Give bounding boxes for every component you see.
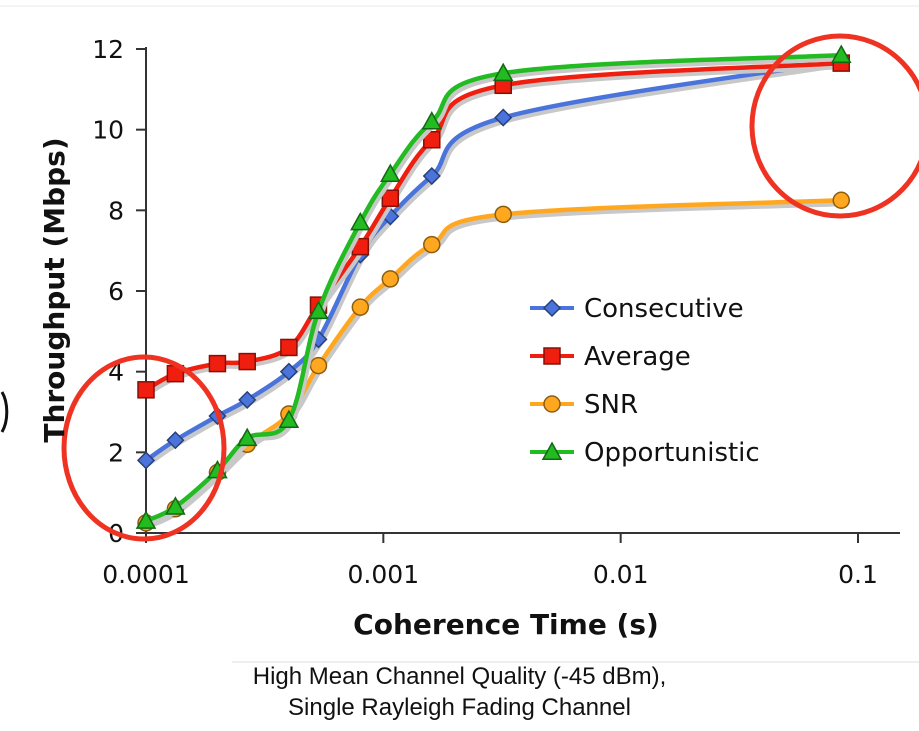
legend-item-opportunistic: Opportunistic — [530, 438, 760, 468]
annotation-circle-left — [61, 354, 227, 542]
legend-marker — [543, 395, 561, 413]
legend-label: Opportunistic — [584, 438, 760, 468]
data-point — [136, 451, 156, 470]
data-point — [381, 270, 400, 288]
x-tick-label: 0.0001 — [102, 560, 189, 589]
data-point — [423, 131, 441, 149]
data-point — [278, 409, 300, 429]
x-axis-label: Coherence Time (s) — [353, 608, 659, 641]
data-point — [422, 166, 441, 186]
legend-marker — [541, 441, 563, 460]
y-axis-label: Throughput (Mbps) — [38, 137, 71, 442]
series-average — [137, 54, 850, 399]
legend-label: Consecutive — [584, 294, 744, 324]
data-point — [421, 111, 443, 130]
x-tick-label: 0.1 — [838, 560, 878, 589]
data-point — [208, 354, 227, 373]
caption-line-2: Single Rayleigh Fading Channel — [288, 694, 631, 721]
caption-line-1: High Mean Channel Quality (-45 dBm), — [252, 663, 667, 690]
data-point — [494, 205, 512, 224]
y-tick-label: 2 — [108, 438, 124, 467]
data-point — [351, 298, 370, 316]
data-point — [308, 300, 329, 320]
series-line-shadow — [146, 63, 844, 396]
legend-item-snr: SNR — [530, 390, 638, 420]
x-tick-label: 0.001 — [348, 560, 420, 589]
legend-item-consecutive: Consecutive — [530, 294, 744, 324]
annotation-layer — [0, 33, 919, 542]
y-tick-label: 12 — [92, 35, 124, 64]
data-point — [381, 189, 400, 207]
data-point — [832, 191, 850, 209]
legend-marker — [542, 298, 562, 318]
y-tick-label: 6 — [108, 277, 124, 306]
data-point — [279, 362, 298, 381]
legend-label: Average — [584, 342, 691, 372]
data-point — [423, 235, 441, 254]
y-tick-label: 10 — [92, 116, 124, 145]
x-tick-label: 0.01 — [593, 560, 649, 589]
series-consecutive — [136, 52, 851, 470]
data-point — [830, 44, 852, 63]
data-point — [236, 427, 258, 447]
legend-label: SNR — [584, 390, 638, 420]
legend-item-average: Average — [530, 342, 691, 372]
series-line — [144, 60, 842, 392]
data-point — [238, 352, 256, 371]
data-point — [350, 211, 371, 231]
y-tick-label: 8 — [108, 196, 124, 225]
partial-circle-edge — [0, 391, 9, 433]
data-point — [137, 381, 155, 399]
data-point — [380, 163, 401, 182]
data-point — [165, 496, 186, 515]
annotation-circle-right — [749, 33, 919, 219]
data-point — [494, 108, 513, 127]
data-point — [492, 62, 514, 82]
data-point — [309, 356, 328, 375]
data-point — [238, 390, 257, 409]
data-point — [280, 338, 298, 357]
legend-marker — [543, 347, 561, 365]
data-point — [135, 510, 157, 529]
legend: Consecutive Average SNR Opportunistic — [530, 294, 760, 468]
data-point — [166, 431, 185, 450]
